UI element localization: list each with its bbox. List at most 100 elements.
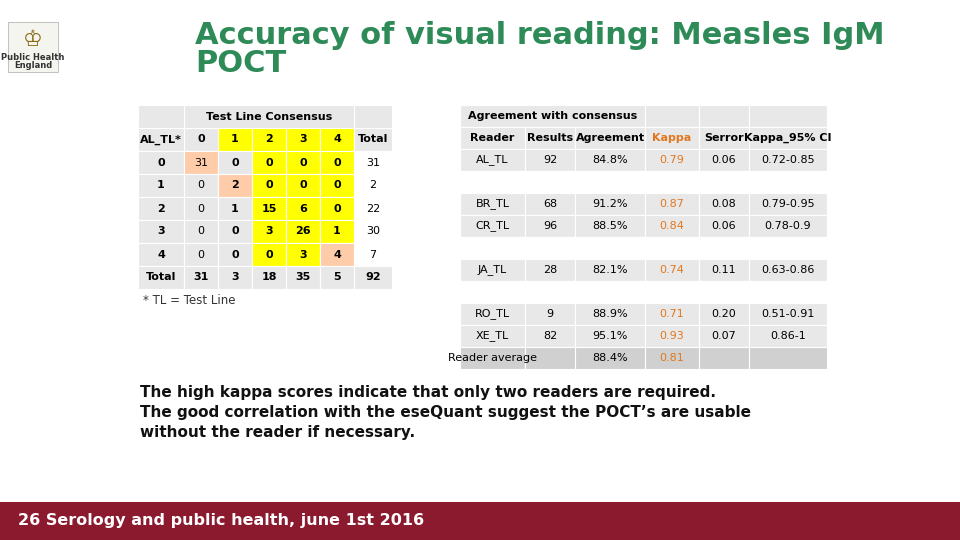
Text: 0: 0 [300, 180, 307, 191]
Bar [699, 281, 749, 303]
Text: 95.1%: 95.1% [592, 331, 628, 341]
Bar [699, 127, 749, 149]
Bar [525, 281, 575, 303]
Bar [460, 347, 525, 369]
Text: 84.8%: 84.8% [592, 155, 628, 165]
Text: JA_TL: JA_TL [478, 265, 507, 275]
Text: 0: 0 [265, 158, 273, 167]
Bar [354, 266, 392, 289]
Bar [699, 149, 749, 171]
Bar [354, 197, 392, 220]
Bar [354, 151, 392, 174]
Text: 0.79-0.95: 0.79-0.95 [761, 199, 815, 209]
Bar [749, 193, 827, 215]
Bar [460, 193, 525, 215]
Text: without the reader if necessary.: without the reader if necessary. [140, 424, 415, 440]
Text: 68: 68 [543, 199, 557, 209]
Bar [575, 259, 645, 281]
Bar [354, 128, 392, 151]
Text: Public Health: Public Health [1, 52, 64, 62]
Text: 1: 1 [231, 204, 239, 213]
Text: 3: 3 [300, 249, 307, 260]
Text: 9: 9 [546, 309, 554, 319]
Bar [699, 215, 749, 237]
Text: RO_TL: RO_TL [475, 308, 510, 320]
Bar [699, 193, 749, 215]
Text: 26 Serology and public health, june 1st 2016: 26 Serology and public health, june 1st … [18, 514, 424, 529]
Bar [286, 174, 320, 197]
Bar [525, 325, 575, 347]
Bar [699, 259, 749, 281]
Text: 0.11: 0.11 [711, 265, 736, 275]
Text: 0.78-0.9: 0.78-0.9 [765, 221, 811, 231]
Text: Results: Results [527, 133, 573, 143]
Text: 82.1%: 82.1% [592, 265, 628, 275]
Bar [749, 303, 827, 325]
Text: Accuracy of visual reading: Measles IgM: Accuracy of visual reading: Measles IgM [195, 22, 884, 51]
Bar [645, 127, 699, 149]
Text: 4: 4 [333, 249, 341, 260]
Text: 0.93: 0.93 [660, 331, 684, 341]
Bar [138, 105, 184, 128]
Text: 0: 0 [231, 226, 239, 237]
Bar [525, 127, 575, 149]
Bar [138, 243, 184, 266]
Bar [699, 303, 749, 325]
Text: 0.71: 0.71 [660, 309, 684, 319]
Bar [645, 171, 699, 193]
Bar [184, 220, 218, 243]
Text: The good correlation with the eseQuant suggest the POCT’s are usable: The good correlation with the eseQuant s… [140, 404, 751, 420]
Bar [218, 151, 252, 174]
Text: Total: Total [146, 273, 177, 282]
Bar [749, 281, 827, 303]
Bar [320, 151, 354, 174]
Text: 0.06: 0.06 [711, 221, 736, 231]
Bar [749, 215, 827, 237]
Bar [749, 325, 827, 347]
Text: 2: 2 [231, 180, 239, 191]
Bar [286, 220, 320, 243]
Bar [699, 237, 749, 259]
Bar [354, 243, 392, 266]
Text: 35: 35 [296, 273, 311, 282]
Text: Agreement with consensus: Agreement with consensus [468, 111, 637, 121]
Bar [575, 347, 645, 369]
Text: POCT: POCT [195, 50, 286, 78]
Text: Test Line Consensus: Test Line Consensus [205, 111, 332, 122]
Bar [575, 127, 645, 149]
Text: 31: 31 [194, 158, 208, 167]
Bar [749, 259, 827, 281]
Bar [749, 171, 827, 193]
Bar [525, 303, 575, 325]
Bar [138, 197, 184, 220]
Bar [320, 243, 354, 266]
Bar [184, 174, 218, 197]
Bar [184, 151, 218, 174]
Text: 22: 22 [366, 204, 380, 213]
Text: 0: 0 [198, 249, 204, 260]
Bar [575, 237, 645, 259]
Bar [184, 243, 218, 266]
Text: 0.87: 0.87 [660, 199, 684, 209]
Bar [138, 174, 184, 197]
Text: 31: 31 [366, 158, 380, 167]
Bar [286, 243, 320, 266]
Text: Agreement: Agreement [575, 133, 644, 143]
Text: CR_TL: CR_TL [475, 220, 510, 232]
Bar [749, 127, 827, 149]
Bar [749, 105, 827, 127]
Text: 0.74: 0.74 [660, 265, 684, 275]
Bar [460, 171, 525, 193]
Bar [749, 149, 827, 171]
Bar [320, 197, 354, 220]
Bar [699, 171, 749, 193]
Text: 0: 0 [333, 180, 341, 191]
Bar [252, 197, 286, 220]
Text: Kappa: Kappa [653, 133, 691, 143]
Text: 92: 92 [542, 155, 557, 165]
Bar [252, 243, 286, 266]
Bar [525, 171, 575, 193]
Text: 0.84: 0.84 [660, 221, 684, 231]
Text: 0.79: 0.79 [660, 155, 684, 165]
Bar [218, 197, 252, 220]
